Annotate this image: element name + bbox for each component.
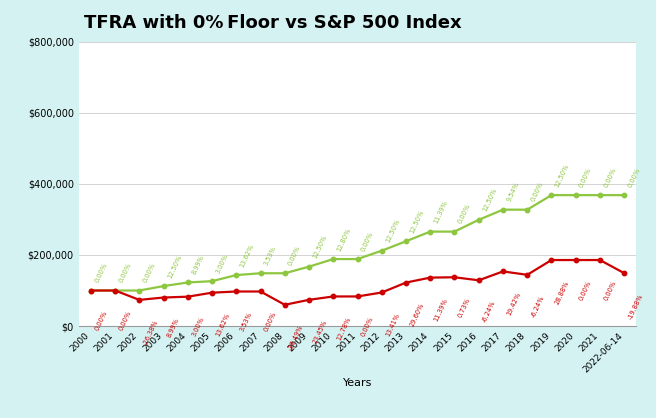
Text: 0.00%: 0.00%: [94, 262, 108, 283]
Text: 0.00%: 0.00%: [263, 311, 277, 333]
Text: 0.00%: 0.00%: [579, 166, 593, 188]
Text: 13.62%: 13.62%: [239, 243, 255, 268]
Text: -19.88%: -19.88%: [627, 293, 644, 320]
Text: 13.62%: 13.62%: [215, 312, 231, 337]
Text: 12.50%: 12.50%: [384, 218, 401, 244]
Text: 12.80%: 12.80%: [336, 227, 352, 252]
Text: 28.88%: 28.88%: [554, 280, 571, 305]
Text: 29.60%: 29.60%: [409, 302, 425, 327]
Text: 0.00%: 0.00%: [118, 262, 133, 283]
Text: 12.78%: 12.78%: [336, 316, 352, 342]
X-axis label: Years: Years: [343, 378, 372, 388]
Text: 0.00%: 0.00%: [530, 181, 544, 203]
Text: -38.49%: -38.49%: [287, 324, 304, 352]
Text: 9.54%: 9.54%: [506, 181, 520, 203]
Text: -26.38%: -26.38%: [142, 319, 159, 347]
Text: 12.50%: 12.50%: [482, 187, 498, 213]
Text: -6.24%: -6.24%: [530, 294, 545, 318]
Text: 8.99%: 8.99%: [167, 317, 180, 339]
Text: 0.73%: 0.73%: [457, 297, 472, 318]
Text: -6.24%: -6.24%: [482, 300, 497, 324]
Text: 0.00%: 0.00%: [118, 310, 133, 331]
Text: 0.00%: 0.00%: [94, 310, 108, 331]
Text: 0.00%: 0.00%: [360, 230, 375, 252]
Text: TFRA with 0% Floor vs S&P 500 Index: TFRA with 0% Floor vs S&P 500 Index: [84, 14, 462, 32]
Text: 0.00%: 0.00%: [603, 166, 617, 188]
Text: 12.50%: 12.50%: [554, 163, 570, 188]
Text: 0.00%: 0.00%: [457, 203, 472, 224]
Text: 0.00%: 0.00%: [579, 280, 593, 301]
Text: 12.50%: 12.50%: [312, 234, 328, 260]
Text: 3.53%: 3.53%: [239, 311, 253, 332]
Text: 0.00%: 0.00%: [603, 280, 617, 301]
Text: 0.00%: 0.00%: [142, 262, 157, 283]
Text: 8.99%: 8.99%: [191, 254, 205, 275]
Text: 12.50%: 12.50%: [409, 209, 425, 234]
Text: 19.42%: 19.42%: [506, 291, 522, 316]
Text: 23.45%: 23.45%: [312, 319, 328, 345]
Text: 13.41%: 13.41%: [384, 312, 401, 337]
Text: 0.00%: 0.00%: [360, 316, 375, 338]
Text: 3.53%: 3.53%: [263, 245, 277, 266]
Text: 12.50%: 12.50%: [167, 254, 182, 279]
Text: 3.00%: 3.00%: [215, 252, 229, 274]
Text: 0.00%: 0.00%: [287, 245, 302, 266]
Text: 11.39%: 11.39%: [433, 199, 449, 224]
Text: 11.39%: 11.39%: [433, 297, 449, 322]
Text: 0.00%: 0.00%: [627, 166, 642, 188]
Text: 3.00%: 3.00%: [191, 316, 205, 338]
